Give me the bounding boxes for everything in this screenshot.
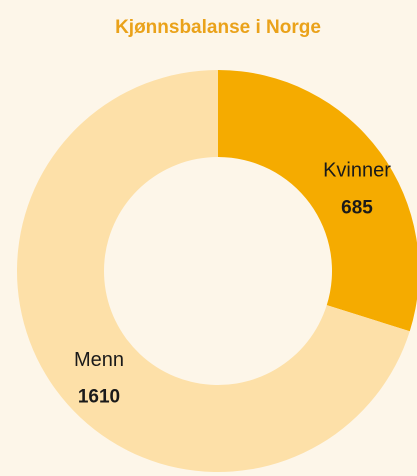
slice-label: Kvinner [323,160,391,182]
value-label: 685 [341,197,373,218]
chart-title: Kjønnsbalanse i Norge [115,17,321,38]
slice-label: Menn [74,349,124,371]
value-label: 1610 [78,387,120,408]
slice [218,70,417,332]
slice [16,70,410,472]
